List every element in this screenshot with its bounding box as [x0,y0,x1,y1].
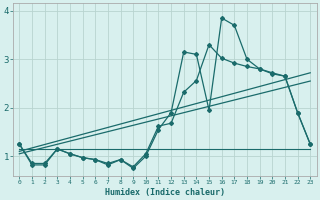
X-axis label: Humidex (Indice chaleur): Humidex (Indice chaleur) [105,188,225,197]
